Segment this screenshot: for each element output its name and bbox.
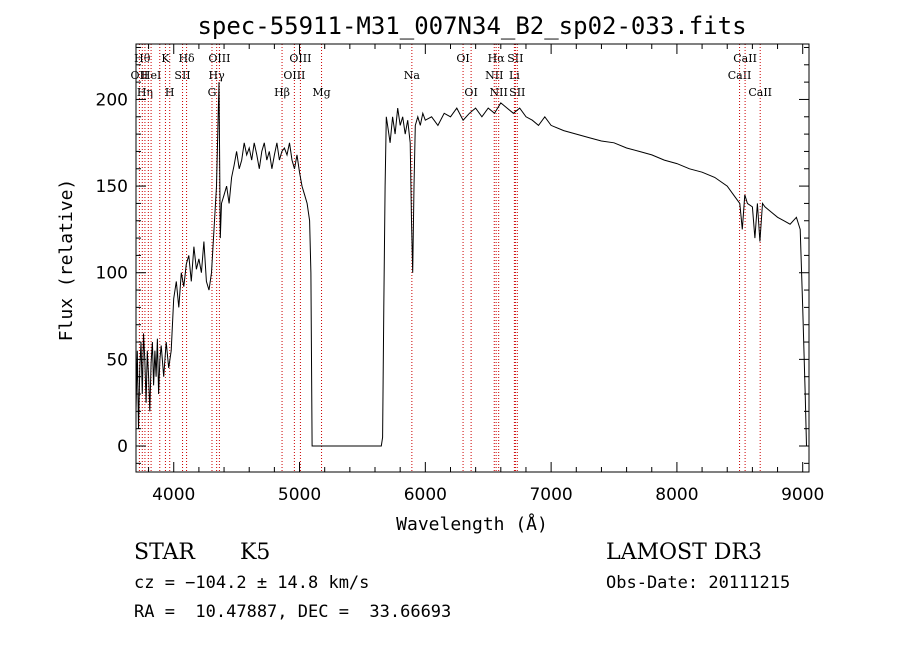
line-marker-label: H: [165, 86, 175, 99]
line-marker-label: OIII: [208, 52, 230, 65]
line-marker-label: OII: [131, 69, 149, 82]
x-tick-label: 4000: [152, 485, 195, 505]
line-marker-label: Hα: [488, 52, 506, 65]
line-marker-label: HeI: [141, 69, 161, 82]
x-axis: 4000 5000 6000 7000 8000 9000: [148, 44, 824, 505]
line-marker-label: CaII: [728, 69, 752, 82]
redshift-velocity: cz = −104.2 ± 14.8 km/s: [134, 573, 370, 593]
y-axis-label: Flux (relative): [56, 179, 77, 342]
x-tick-label: 7000: [529, 485, 572, 505]
line-marker-label: Hγ: [209, 69, 226, 82]
survey-name: LAMOST DR3: [606, 540, 762, 565]
line-marker-label: OIII: [289, 52, 311, 65]
y-axis: 0 50 100 150 200: [96, 46, 809, 464]
line-marker-label: Hβ: [274, 86, 290, 99]
y-tick-label: 50: [106, 350, 128, 370]
line-marker-label: NII: [490, 86, 508, 99]
line-marker-label: SII: [174, 69, 190, 82]
line-marker-label: SII: [509, 86, 525, 99]
line-marker-label: Hδ: [178, 52, 195, 65]
observation-date: Obs-Date: 20111215: [606, 573, 791, 593]
object-class: STAR: [134, 540, 195, 565]
line-marker-label: NII: [485, 69, 503, 82]
ra-dec: RA = 10.47887, DEC = 33.66693: [134, 602, 452, 622]
object-subclass: K5: [240, 540, 271, 565]
line-marker-label: G: [208, 86, 217, 99]
x-tick-label: 5000: [278, 485, 321, 505]
x-tick-label: 9000: [781, 485, 824, 505]
line-marker-label: CaII: [748, 86, 772, 99]
line-marker-label: OI: [464, 86, 477, 99]
line-marker-label: OIII: [283, 69, 305, 82]
line-marker-label: OI: [456, 52, 469, 65]
y-tick-label: 200: [96, 90, 128, 110]
y-tick-label: 100: [96, 264, 128, 284]
line-marker-label: CaII: [733, 52, 757, 65]
line-marker-label: Hη: [137, 86, 153, 99]
line-marker-label: Mg: [312, 86, 330, 99]
x-tick-label: 6000: [404, 485, 447, 505]
x-tick-label: 8000: [655, 485, 698, 505]
y-tick-label: 0: [117, 437, 128, 457]
y-tick-label: 150: [96, 177, 128, 197]
line-marker-label: Na: [404, 69, 421, 82]
line-marker-label: SII: [507, 52, 523, 65]
x-axis-label: Wavelength (Å): [396, 513, 548, 535]
line-marker-label: Li: [509, 69, 520, 82]
line-marker-label: K: [161, 52, 170, 65]
line-marker-label: Hθ: [134, 52, 151, 65]
chart-title: spec-55911-M31_007N34_B2_sp02-033.fits: [197, 12, 746, 40]
spectrum-line: [135, 82, 807, 447]
plot-frame: [135, 43, 810, 473]
